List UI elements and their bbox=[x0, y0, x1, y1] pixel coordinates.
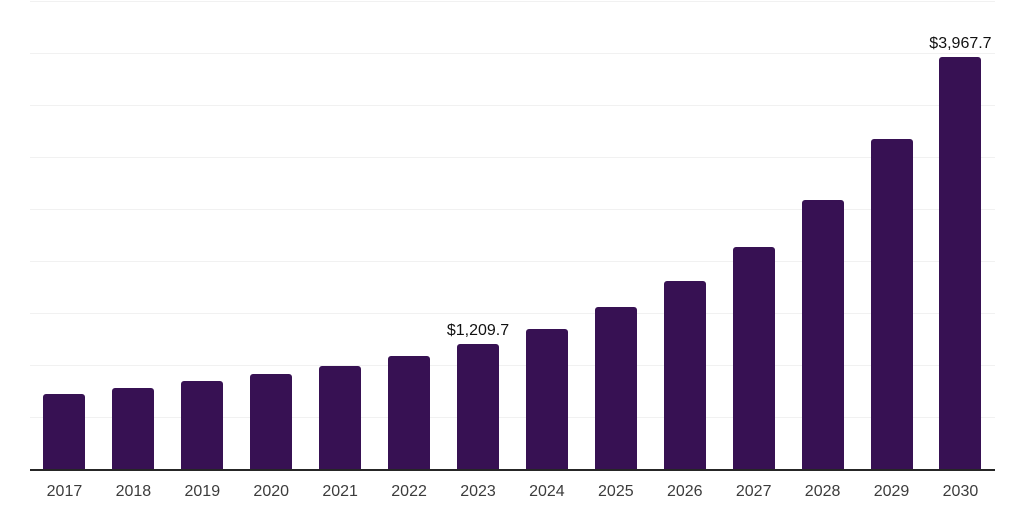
x-tick-label-2029: 2029 bbox=[873, 483, 910, 500]
x-axis-labels: 2017 2018 2019 2020 2021 2022 2023 2024 2025 2026… bbox=[30, 481, 995, 503]
bar-slot-2029 bbox=[857, 2, 926, 470]
bar-2030 bbox=[939, 57, 982, 470]
bar-2021 bbox=[319, 366, 362, 470]
bar-slot-2023: $1,209.7 bbox=[444, 2, 513, 470]
x-tick-label-2020: 2020 bbox=[253, 483, 290, 500]
bar-slot-2024 bbox=[512, 2, 581, 470]
bar-2019 bbox=[181, 381, 224, 470]
x-tick-label-2019: 2019 bbox=[184, 483, 221, 500]
x-tick-label-2023: 2023 bbox=[460, 483, 496, 500]
bar-2027 bbox=[732, 247, 775, 470]
gridlines bbox=[30, 1, 995, 470]
bar-slot-2022 bbox=[375, 2, 444, 470]
bar-2026 bbox=[663, 280, 706, 470]
gridline-1000 bbox=[30, 365, 995, 366]
gridline-2500 bbox=[30, 209, 995, 210]
bar-2020 bbox=[250, 374, 293, 470]
bar-2023 bbox=[456, 344, 499, 470]
x-tick-label-2021: 2021 bbox=[322, 483, 358, 500]
bar-slot-2028 bbox=[788, 2, 857, 470]
x-tick-label-2027: 2027 bbox=[735, 483, 772, 500]
gridline-4500 bbox=[30, 1, 995, 2]
x-tick-label-2028: 2028 bbox=[804, 483, 841, 500]
gridline-500 bbox=[30, 417, 995, 418]
bar-2028 bbox=[801, 200, 844, 470]
x-tick-label-2018: 2018 bbox=[115, 483, 152, 500]
bar-slot-2020 bbox=[237, 2, 306, 470]
gridline-1500 bbox=[30, 313, 995, 315]
x-tick-label-2026: 2026 bbox=[666, 483, 703, 500]
gridline-4000 bbox=[30, 53, 995, 54]
bar-slot-2019 bbox=[168, 2, 237, 470]
bar-2022 bbox=[388, 356, 431, 470]
x-tick-label-2025: 2025 bbox=[598, 483, 634, 500]
x-tick-label-2024: 2024 bbox=[529, 483, 565, 500]
bar-slot-2025 bbox=[581, 2, 650, 470]
bar-2018 bbox=[112, 388, 155, 470]
x-tick-label-2030: 2030 bbox=[942, 483, 979, 500]
bar-2024 bbox=[525, 329, 568, 470]
gridline-2000 bbox=[30, 261, 995, 262]
bar-2025 bbox=[594, 307, 637, 470]
bar-slot-2026 bbox=[650, 2, 719, 470]
x-tick-label-2017: 2017 bbox=[46, 483, 83, 500]
plot-area: $1,209.7 $3,967.7 bbox=[30, 1, 995, 471]
data-label-2030: $3,967.7 bbox=[929, 35, 992, 53]
x-axis-line bbox=[30, 469, 995, 471]
bar-slot-2017 bbox=[30, 2, 99, 470]
bar-slot-2030: $3,967.7 bbox=[926, 2, 995, 470]
gridline-3000 bbox=[30, 157, 995, 159]
x-tick-label-2022: 2022 bbox=[391, 483, 427, 500]
bar-2029 bbox=[870, 139, 913, 470]
bar-slot-2027 bbox=[719, 2, 788, 470]
bar-slot-2021 bbox=[306, 2, 375, 470]
data-label-2023: $1,209.7 bbox=[446, 322, 510, 340]
bar-slot-2018 bbox=[99, 2, 168, 470]
bar-2017 bbox=[43, 394, 86, 470]
bars: $1,209.7 $3,967.7 bbox=[30, 2, 995, 470]
gridline-3500 bbox=[30, 105, 995, 106]
